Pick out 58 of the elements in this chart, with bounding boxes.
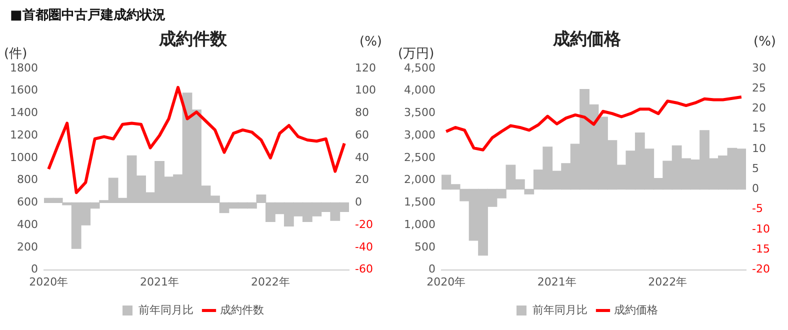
- y-tick-label: 600: [16, 196, 38, 209]
- y-tick-label: 4,000: [404, 84, 436, 97]
- y-tick-label: 0: [428, 262, 436, 276]
- y-tick-label: 1,500: [404, 196, 436, 209]
- y-tick-label: 3,500: [404, 106, 436, 120]
- x-tick-label: 2022年: [648, 275, 688, 288]
- legend-label: 成約価格: [614, 303, 658, 316]
- y2-tick-label: -40: [355, 240, 373, 254]
- y-tick-label: 200: [16, 240, 38, 254]
- y-tick-label: 1200: [10, 128, 38, 142]
- legend-label: 前年同月比: [532, 303, 588, 316]
- y-tick-label: 3,000: [404, 128, 436, 142]
- legend-label: 成約件数: [220, 303, 264, 316]
- y-tick-label: 1400: [10, 106, 38, 120]
- y-tick-label: 400: [16, 218, 38, 231]
- y-tick-label: 1000: [10, 150, 38, 164]
- y-tick-label: 800: [16, 173, 38, 186]
- y2-tick-label: 20: [355, 173, 370, 186]
- y-tick-label: 1800: [10, 61, 38, 74]
- y2-tick-label: -20: [355, 218, 373, 231]
- y2-axis-title: (%): [360, 34, 382, 50]
- y2-tick-label: 10: [752, 142, 766, 155]
- x-tick-label: 2022年: [250, 275, 290, 288]
- y-tick-label: 0: [30, 262, 38, 276]
- y2-tick-label: 60: [355, 128, 370, 142]
- y-tick-label: 2,000: [404, 173, 436, 186]
- x-tick-label: 2020年: [426, 275, 466, 288]
- y2-tick-label: 40: [355, 150, 370, 164]
- y2-tick-label: 0: [752, 182, 760, 196]
- y2-tick-label: -60: [355, 262, 373, 276]
- y2-tick-label: -10: [752, 222, 770, 236]
- y-tick-label: 4,500: [404, 61, 436, 74]
- y2-tick-label: 0: [355, 196, 362, 209]
- legend-label: 前年同月比: [138, 303, 194, 316]
- chart-title: 成約件数: [158, 30, 228, 50]
- y2-tick-label: 25: [752, 81, 766, 94]
- y-tick-label: 2,500: [404, 150, 436, 164]
- y2-tick-label: 100: [355, 84, 376, 97]
- y-axis-title: (万円): [398, 46, 434, 62]
- y-tick-label: 500: [414, 240, 436, 254]
- y2-tick-label: 80: [355, 106, 370, 120]
- y2-axis-title: (%): [754, 34, 776, 50]
- y-axis-title: (件): [4, 46, 28, 62]
- y-tick-label: 1,000: [404, 218, 436, 231]
- chart-title: 成約価格: [552, 30, 622, 50]
- y2-tick-label: -20: [752, 262, 770, 276]
- y2-tick-label: 30: [752, 61, 766, 74]
- y2-tick-label: -15: [752, 242, 770, 256]
- x-tick-label: 2021年: [140, 275, 180, 288]
- y2-tick-label: 20: [752, 102, 766, 115]
- y2-tick-label: 15: [752, 122, 766, 135]
- x-tick-label: 2021年: [537, 275, 576, 288]
- y2-tick-label: -5: [752, 202, 764, 216]
- x-tick-label: 2020年: [29, 275, 68, 288]
- y2-tick-label: 5: [752, 162, 760, 175]
- text: ■首都圏中古戸建成約状況: [10, 8, 166, 23]
- y-tick-label: 1600: [10, 84, 38, 97]
- y2-tick-label: 120: [355, 61, 376, 74]
